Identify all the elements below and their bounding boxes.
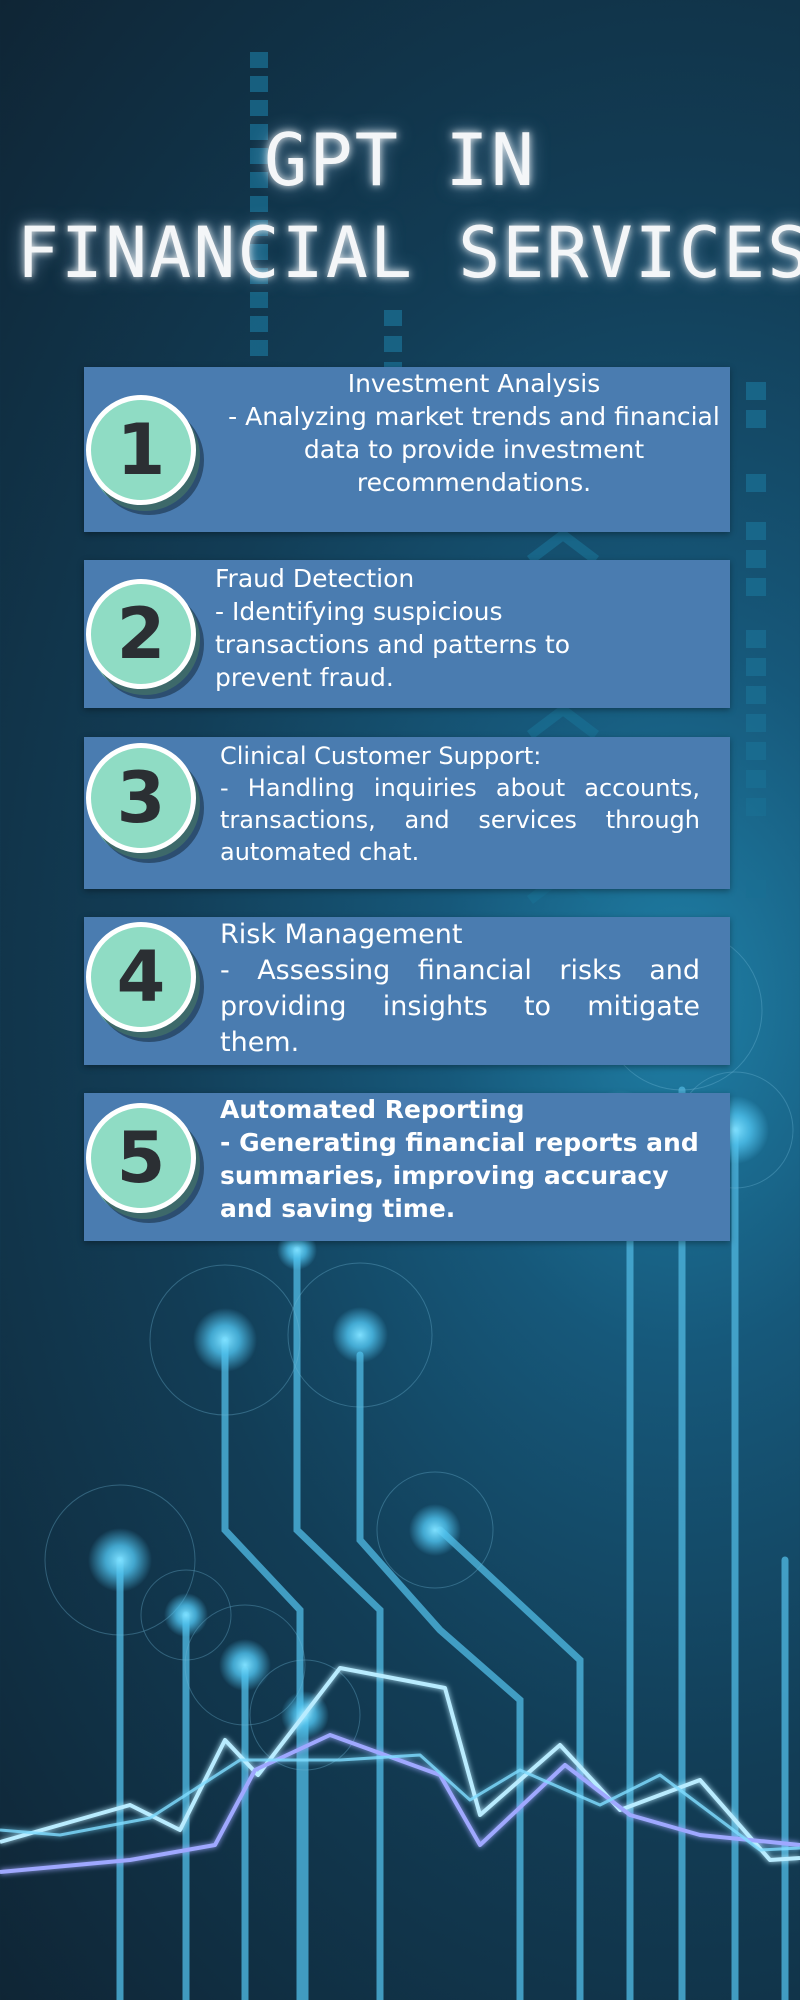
card-risk-management: 4 Risk Management - Assessing financial … xyxy=(84,917,730,1065)
card-investment-analysis: 1 Investment Analysis - Analyzing market… xyxy=(84,367,730,532)
page-title-line-2: FINANCIAL SERVICES xyxy=(16,212,800,294)
card-body: - Handling inquiries about accounts, tra… xyxy=(220,774,700,866)
card-body: - Identifying suspicious transactions an… xyxy=(215,597,571,692)
card-clinical-customer-support: 3 Clinical Customer Support: - Handling … xyxy=(84,737,730,889)
number-badge: 1 xyxy=(86,395,196,505)
card-heading: Risk Management xyxy=(220,919,463,950)
card-body: - Generating financial reports and summa… xyxy=(220,1128,699,1223)
card-heading: Clinical Customer Support: xyxy=(220,742,542,770)
card-text: Clinical Customer Support: - Handling in… xyxy=(220,740,700,868)
card-heading: Investment Analysis xyxy=(347,369,601,398)
card-text: Risk Management - Assessing financial ri… xyxy=(220,917,700,1061)
number-badge: 2 xyxy=(86,579,196,689)
card-fraud-detection: 2 Fraud Detection - Identifying suspicio… xyxy=(84,560,730,708)
number-badge: 3 xyxy=(86,743,196,853)
card-body: - Assessing financial risks and providin… xyxy=(220,955,700,1058)
card-heading: Automated Reporting xyxy=(220,1095,525,1124)
number-badge: 4 xyxy=(86,922,196,1032)
card-body: - Analyzing market trends and financial … xyxy=(228,402,720,497)
card-text: Investment Analysis - Analyzing market t… xyxy=(220,367,728,499)
number-badge: 5 xyxy=(86,1103,196,1213)
card-heading: Fraud Detection xyxy=(215,564,415,593)
card-text: Fraud Detection - Identifying suspicious… xyxy=(215,562,635,694)
page-title-line-1: GPT IN xyxy=(263,118,537,202)
card-text: Automated Reporting - Generating financi… xyxy=(220,1093,700,1225)
card-automated-reporting: 5 Automated Reporting - Generating finan… xyxy=(84,1093,730,1241)
